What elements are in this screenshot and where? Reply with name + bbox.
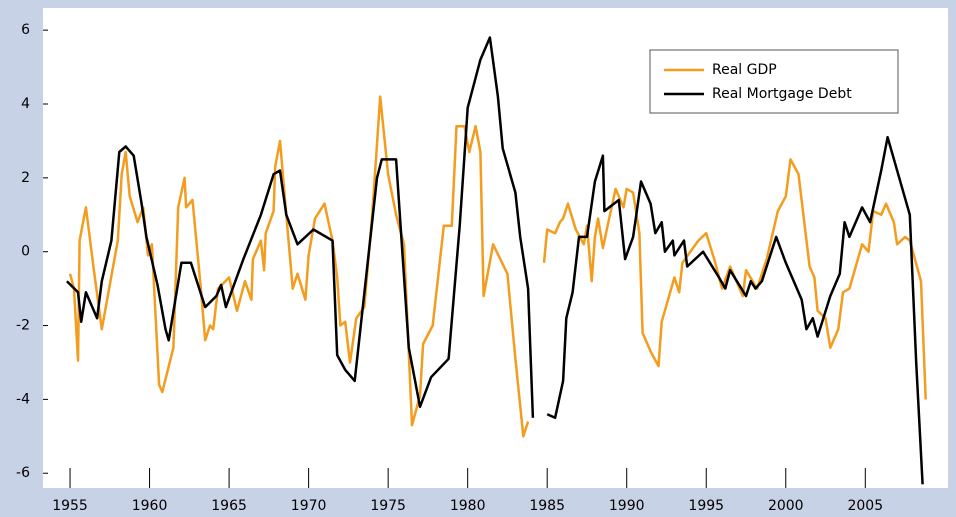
- x-tick-label: 1960: [132, 498, 168, 514]
- x-tick-label: 2005: [847, 498, 883, 514]
- y-tick-label: -6: [16, 465, 30, 481]
- y-tick-label: -2: [16, 318, 30, 334]
- x-tick-label: 1990: [609, 498, 645, 514]
- x-tick-label: 1975: [370, 498, 406, 514]
- legend-box: [649, 49, 899, 114]
- x-tick-label: 1985: [529, 498, 565, 514]
- x-tick-label: 2000: [768, 498, 804, 514]
- legend-label: Real GDP: [712, 62, 777, 78]
- y-tick-label: 6: [21, 22, 30, 38]
- y-tick-label: 2: [21, 170, 30, 186]
- x-tick-label: 1970: [291, 498, 327, 514]
- x-tick-label: 1995: [688, 498, 724, 514]
- y-tick-label: 4: [21, 96, 30, 112]
- legend-label: Real Mortgage Debt: [712, 86, 852, 102]
- y-tick-label: -4: [16, 391, 30, 407]
- x-tick-label: 1980: [450, 498, 486, 514]
- x-tick-label: 1955: [52, 498, 88, 514]
- x-tick-label: 1965: [211, 498, 247, 514]
- y-tick-label: 0: [21, 244, 30, 260]
- line: [66, 36, 924, 485]
